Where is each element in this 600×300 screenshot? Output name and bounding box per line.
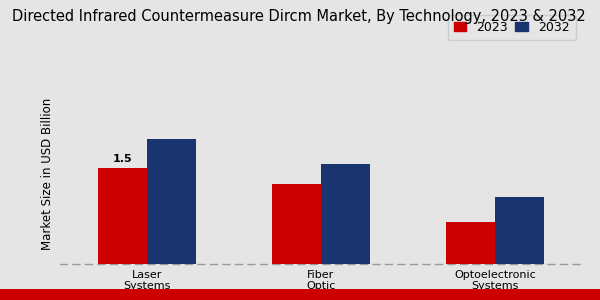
Text: 1.5: 1.5: [113, 154, 133, 164]
Bar: [98, 168, 147, 264]
Bar: [147, 139, 196, 264]
Bar: [495, 196, 544, 264]
Text: Directed Infrared Countermeasure Dircm Market, By Technology, 2023 & 2032: Directed Infrared Countermeasure Dircm M…: [12, 9, 586, 24]
Bar: [272, 184, 321, 264]
Y-axis label: Market Size in USD Billion: Market Size in USD Billion: [41, 98, 55, 250]
Legend: 2023, 2032: 2023, 2032: [448, 15, 576, 40]
Bar: [446, 222, 495, 264]
Bar: [321, 164, 370, 264]
